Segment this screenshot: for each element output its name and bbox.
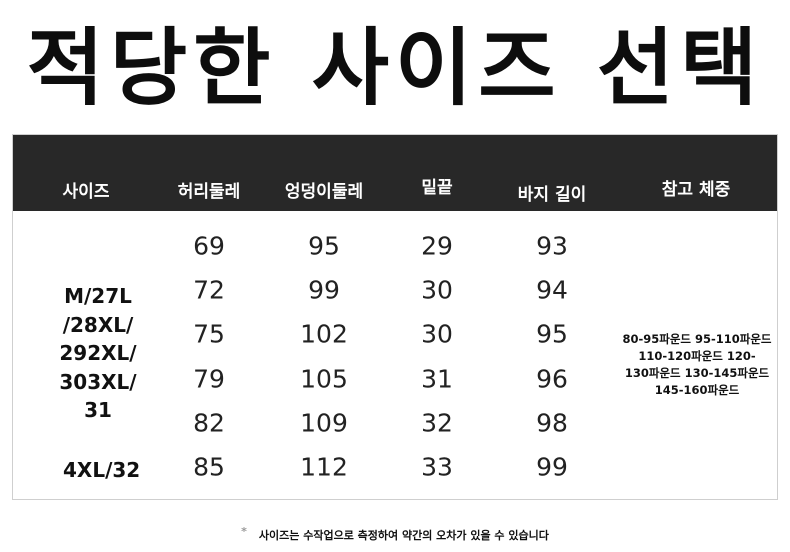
cell-hip: 102 [300,319,348,349]
size-last: 4XL/32 [63,458,141,482]
cell-length: 94 [536,275,568,305]
size-line: M/27L [64,284,132,308]
size-line: 292XL/ [59,341,137,365]
weight-line: 80-95파운드 95-110파운드 [622,332,772,346]
size-group: M/27L /28XL/ 292XL/ 303XL/ 31 [43,282,153,425]
cell-hip: 99 [308,275,340,305]
cell-hem: 30 [421,275,453,305]
weight-reference: 80-95파운드 95-110파운드 110-120파운드 120- 130파운… [611,331,783,399]
note-text: 사이즈는 수작업으로 측정하여 약간의 오차가 있을 수 있습니다 [258,529,549,542]
measurement-note: * 사이즈는 수작업으로 측정하여 약간의 오차가 있을 수 있습니다 [0,525,790,543]
header-hip: 엉덩이둘레 [284,182,364,202]
cell-hip: 112 [300,452,348,482]
cell-length: 98 [536,408,568,438]
header-waist: 허리둘레 [177,182,241,202]
cell-waist: 79 [193,364,225,394]
header-weight: 참고 체중 [661,180,731,200]
size-line: 31 [84,398,112,422]
cell-length: 93 [536,231,568,261]
size-line: 303XL/ [59,369,137,394]
size-line: /28XL/ [62,312,134,337]
page-title: 적당한 사이즈 선택 [26,19,764,117]
cell-hem: 33 [421,452,453,482]
cell-length: 99 [536,452,568,482]
header-size: 사이즈 [62,182,110,202]
weight-line: 110-120파운드 120- [638,349,756,363]
cell-hem: 31 [421,364,453,394]
cell-waist: 82 [193,408,225,438]
cell-hem: 32 [421,408,453,438]
header-hem: 밑끝 [421,178,453,198]
cell-waist: 69 [193,231,225,261]
cell-hip: 105 [300,364,348,394]
cell-length: 95 [536,319,568,349]
cell-hem: 30 [421,319,453,349]
cell-waist: 75 [193,319,225,349]
size-table: 사이즈 허리둘레 엉덩이둘레 밑끝 바지 길이 참고 체중 M/27L /28X… [12,134,778,500]
table-header: 사이즈 허리둘레 엉덩이둘레 밑끝 바지 길이 참고 체중 [13,135,777,211]
cell-hip: 95 [308,231,340,261]
header-length: 바지 길이 [517,185,587,205]
cell-waist: 72 [193,275,225,305]
cell-waist: 85 [193,452,225,482]
weight-line: 145-160파운드 [654,383,740,397]
cell-hip: 109 [300,408,348,438]
asterisk: * [241,525,247,538]
cell-hem: 29 [421,231,453,261]
weight-line: 130파운드 130-145파운드 [624,366,770,380]
cell-length: 96 [536,364,568,394]
